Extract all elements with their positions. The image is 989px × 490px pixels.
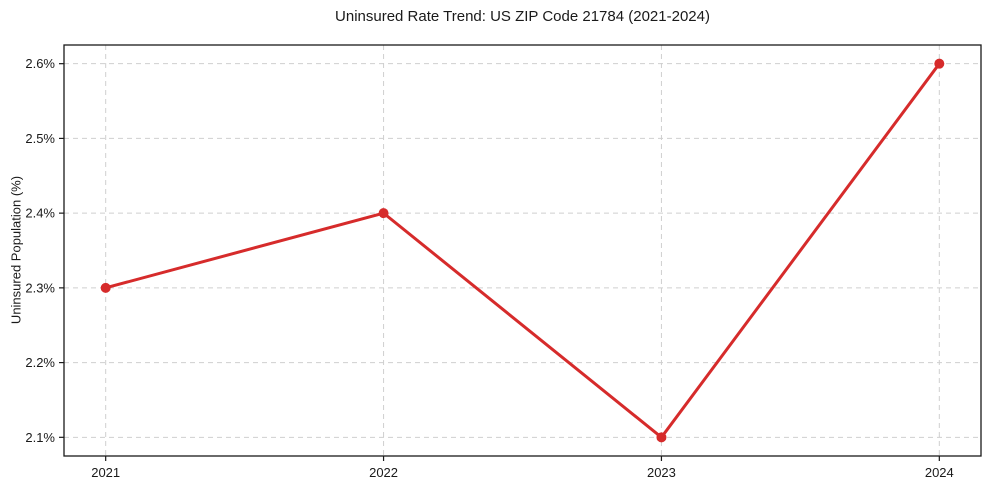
x-tick-label: 2023 — [647, 465, 676, 480]
data-point-marker — [656, 432, 667, 443]
trend-line — [104, 62, 941, 439]
chart-title: Uninsured Rate Trend: US ZIP Code 21784 … — [335, 8, 710, 25]
y-tick-label: 2.6% — [25, 56, 55, 71]
y-tick-label: 2.3% — [25, 280, 55, 295]
x-tick-label: 2021 — [91, 465, 120, 480]
x-tick-label: 2022 — [369, 465, 398, 480]
x-tick-label: 2024 — [925, 465, 954, 480]
y-tick-label: 2.4% — [25, 206, 55, 221]
data-point-marker — [378, 208, 389, 219]
plot-border — [63, 44, 982, 457]
data-point-marker — [100, 282, 111, 293]
y-tick-label: 2.1% — [25, 430, 55, 445]
y-tick-label: 2.5% — [25, 131, 55, 146]
y-tick-label: 2.2% — [25, 355, 55, 370]
data-point-marker — [934, 58, 945, 69]
